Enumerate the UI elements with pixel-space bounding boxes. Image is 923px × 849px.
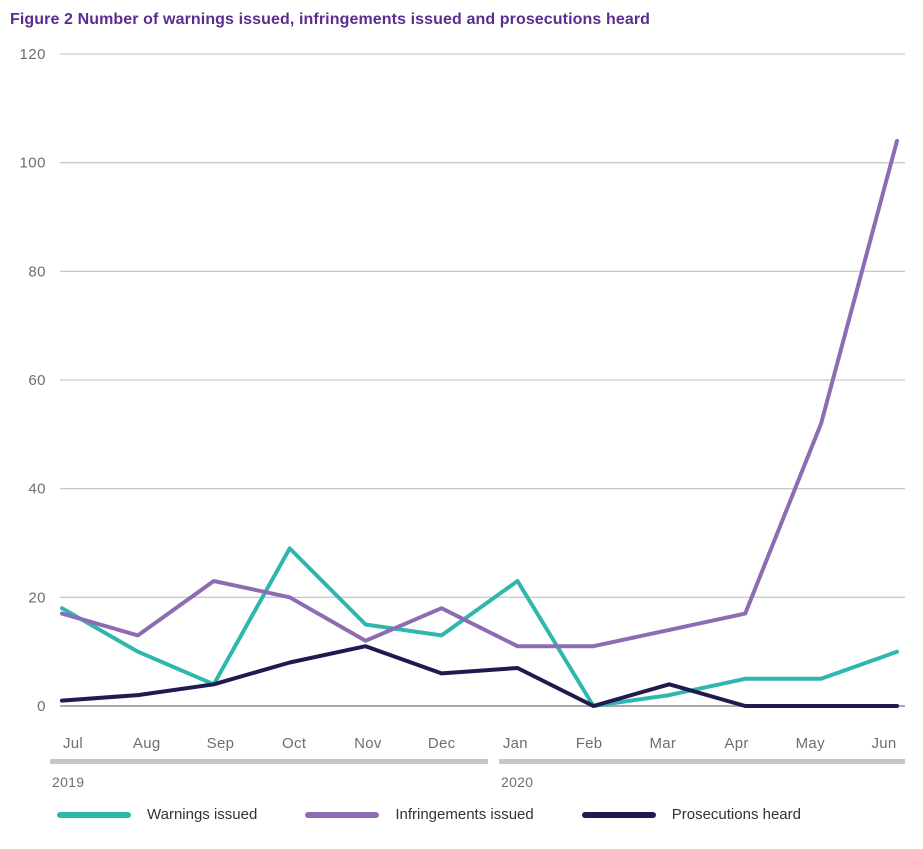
series-line-infringements-issued <box>60 138 899 649</box>
chart-legend: Warnings issued Infringements issued Pro… <box>57 806 923 823</box>
legend-label: Warnings issued <box>147 806 258 823</box>
year-label: 2019 <box>52 774 84 790</box>
y-tick-label: 80 <box>28 263 46 280</box>
prosecutions-heard-swatch <box>581 811 656 818</box>
year-bar <box>499 759 905 764</box>
y-tick-label: 40 <box>28 481 46 498</box>
x-tick-label: Mar <box>649 735 676 752</box>
legend-label: Infringements issued <box>395 806 534 823</box>
year-label: 2020 <box>501 774 533 790</box>
warnings-issued-swatch <box>57 811 131 818</box>
series-line-warnings-issued <box>60 546 899 708</box>
x-tick-label: Dec <box>428 735 456 752</box>
x-tick-label: Jul <box>63 735 83 752</box>
y-tick-label: 0 <box>37 698 46 715</box>
series-line-prosecutions-heard <box>60 644 899 708</box>
line-chart: 0 20 40 60 80 100 120 Jul Aug Sep Oct Nov Dec Jan Feb M… <box>19 46 905 790</box>
year-bar <box>50 759 488 764</box>
legend-label: Prosecutions heard <box>671 806 801 823</box>
x-tick-label: Aug <box>133 735 161 752</box>
x-tick-label: Nov <box>354 735 382 752</box>
x-tick-label: Jan <box>503 735 528 752</box>
y-tick-label: 20 <box>28 589 46 606</box>
x-tick-label: May <box>796 735 825 752</box>
x-tick-label: Jun <box>871 735 896 752</box>
legend-item-infringements-issued: Infringements issued <box>305 806 534 823</box>
x-tick-label: Apr <box>724 735 748 752</box>
y-tick-label: 100 <box>19 155 46 172</box>
y-tick-label: 120 <box>19 46 46 63</box>
y-tick-label: 60 <box>28 372 46 389</box>
x-tick-label: Feb <box>576 735 603 752</box>
x-tick-label: Oct <box>282 735 307 752</box>
figure-title: Figure 2 Number of warnings issued, infr… <box>10 11 651 28</box>
legend-item-warnings-issued: Warnings issued <box>57 806 257 823</box>
legend-item-prosecutions-heard: Prosecutions heard <box>581 806 801 823</box>
infringements-issued-swatch <box>305 811 380 818</box>
x-tick-label: Sep <box>207 735 235 752</box>
